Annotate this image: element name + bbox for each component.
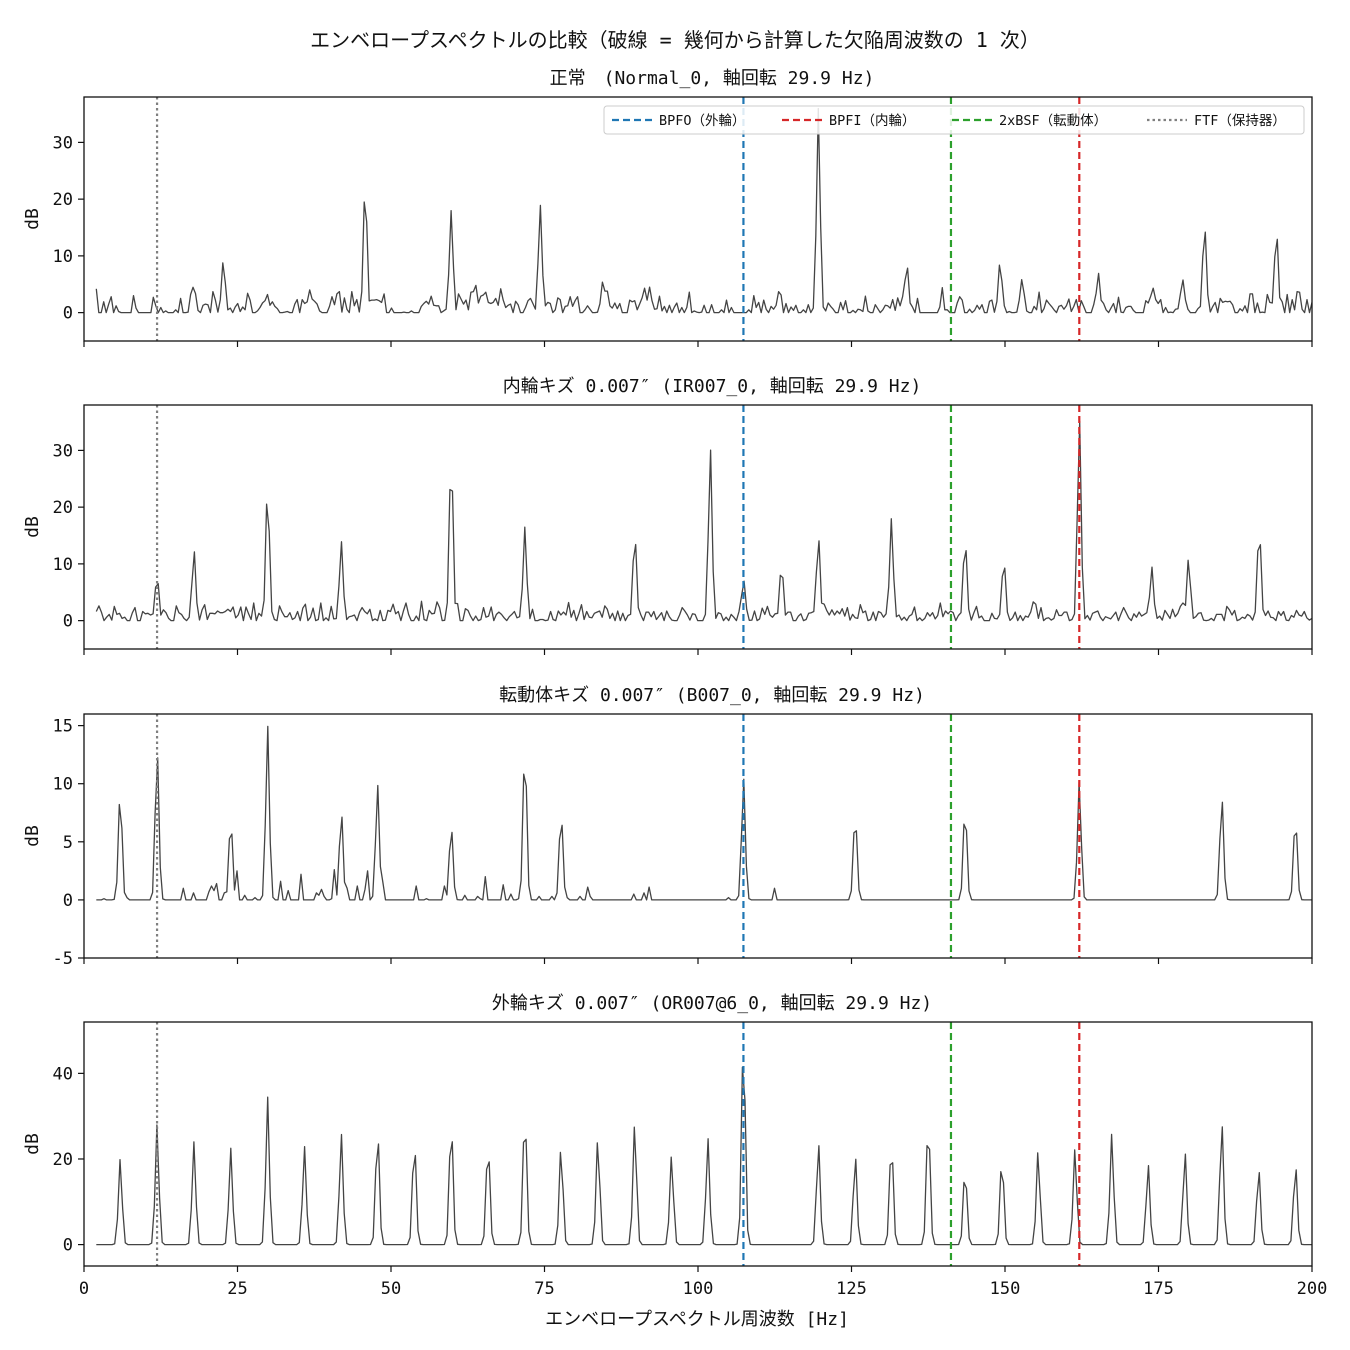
plot-area	[95, 97, 1312, 341]
y-tick-label: 0	[63, 612, 73, 632]
x-tick-label: 25	[227, 1279, 247, 1299]
x-tick-label: 75	[534, 1279, 554, 1299]
y-axis-label: dB	[22, 825, 43, 847]
legend-label: BPFI（内輪）	[829, 112, 916, 129]
x-axis-label: エンベロープスペクトル周波数 [Hz]	[545, 1309, 849, 1330]
y-tick-label: 10	[53, 247, 73, 267]
plot-frame	[83, 1021, 1313, 1267]
y-tick-label: 15	[53, 717, 73, 737]
y-tick-label: 5	[63, 833, 73, 853]
x-tick-label: 175	[1143, 1279, 1174, 1299]
x-tick-label: 125	[836, 1279, 867, 1299]
panel-title: 転動体キズ 0.007″ (B007_0, 軸回転 29.9 Hz)	[499, 685, 925, 706]
y-tick-label: -5	[53, 949, 73, 969]
plot-area	[96, 1022, 1312, 1266]
y-axis-label: dB	[22, 208, 43, 230]
spectrum-line	[95, 420, 1312, 622]
y-tick-label: 10	[53, 775, 73, 795]
y-tick-label: 40	[53, 1064, 73, 1084]
legend-label: FTF（保持器）	[1194, 113, 1286, 129]
panel-3: 転動体キズ 0.007″ (B007_0, 軸回転 29.9 Hz) dB -5 0 5…	[22, 685, 1313, 969]
y-tick-label: 0	[63, 304, 73, 324]
y-tick-label: 30	[53, 133, 73, 153]
panel-title: 内輪キズ 0.007″ (IR007_0, 軸回転 29.9 Hz)	[503, 376, 922, 397]
spectrum-line	[95, 107, 1312, 314]
y-tick-label: 30	[53, 441, 73, 461]
panels: 正常 (Normal_0, 軸回転 29.9 Hz) dB 0 10 20 30 BPFO（…	[22, 68, 1327, 1299]
y-tick-label: 20	[53, 1150, 73, 1170]
y-tick-label: 0	[63, 1236, 73, 1256]
panel-title: 正常 (Normal_0, 軸回転 29.9 Hz)	[550, 68, 875, 89]
y-tick-label: 0	[63, 891, 73, 911]
figure-title: エンベロープスペクトルの比較（破線 = 幾何から計算した欠陥周波数の 1 次）	[310, 28, 1040, 52]
legend: BPFO（外輪） BPFI（内輪） 2xBSF（転動体） FTF（保持器）	[603, 105, 1305, 135]
panel-4: 外輪キズ 0.007″ (OR007@6_0, 軸回転 29.9 Hz) dB 0 2…	[22, 993, 1327, 1299]
legend-label: 2xBSF（転動体）	[999, 113, 1107, 129]
panel-title: 外輪キズ 0.007″ (OR007@6_0, 軸回転 29.9 Hz)	[492, 993, 932, 1014]
x-tick-label: 100	[683, 1279, 714, 1299]
x-tick-label: 0	[79, 1279, 89, 1299]
panel-1: 正常 (Normal_0, 軸回転 29.9 Hz) dB 0 10 20 30 BPFO（…	[22, 68, 1313, 347]
y-tick-label: 20	[53, 498, 73, 518]
x-tick-label: 50	[381, 1279, 401, 1299]
legend-label: BPFO（外輪）	[659, 112, 746, 129]
plot-area	[96, 714, 1312, 958]
y-tick-label: 10	[53, 555, 73, 575]
spectrum-line	[96, 1066, 1312, 1246]
spectrum-line	[96, 725, 1312, 901]
plot-area	[95, 405, 1312, 649]
y-tick-label: 20	[53, 190, 73, 210]
x-tick-label: 150	[990, 1279, 1021, 1299]
y-axis-label: dB	[22, 1133, 43, 1155]
y-axis-label: dB	[22, 516, 43, 538]
panel-2: 内輪キズ 0.007″ (IR007_0, 軸回転 29.9 Hz) dB 0 10 2…	[22, 376, 1313, 655]
x-tick-label: 200	[1297, 1279, 1328, 1299]
